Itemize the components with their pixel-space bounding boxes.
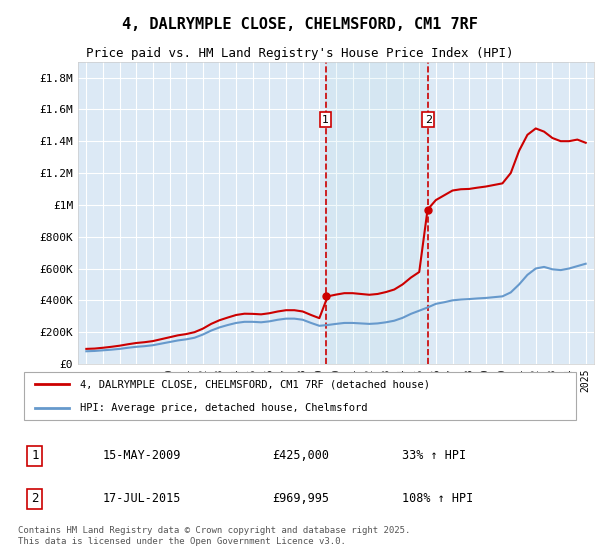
Text: 4, DALRYMPLE CLOSE, CHELMSFORD, CM1 7RF: 4, DALRYMPLE CLOSE, CHELMSFORD, CM1 7RF	[122, 17, 478, 32]
Text: 1: 1	[322, 115, 329, 125]
Text: 2: 2	[31, 492, 38, 506]
Bar	[326, 62, 428, 364]
FancyBboxPatch shape	[23, 372, 577, 420]
Text: 108% ↑ HPI: 108% ↑ HPI	[401, 492, 473, 506]
Text: 2: 2	[425, 115, 432, 125]
Text: 17-JUL-2015: 17-JUL-2015	[103, 492, 181, 506]
Text: £425,000: £425,000	[272, 449, 329, 463]
Text: HPI: Average price, detached house, Chelmsford: HPI: Average price, detached house, Chel…	[80, 403, 368, 413]
Text: 33% ↑ HPI: 33% ↑ HPI	[401, 449, 466, 463]
Text: 15-MAY-2009: 15-MAY-2009	[103, 449, 181, 463]
Text: Price paid vs. HM Land Registry's House Price Index (HPI): Price paid vs. HM Land Registry's House …	[86, 47, 514, 60]
Text: £969,995: £969,995	[272, 492, 329, 506]
Text: 1: 1	[31, 449, 38, 463]
Text: Contains HM Land Registry data © Crown copyright and database right 2025.
This d: Contains HM Land Registry data © Crown c…	[18, 526, 410, 546]
Text: 4, DALRYMPLE CLOSE, CHELMSFORD, CM1 7RF (detached house): 4, DALRYMPLE CLOSE, CHELMSFORD, CM1 7RF …	[80, 380, 430, 390]
